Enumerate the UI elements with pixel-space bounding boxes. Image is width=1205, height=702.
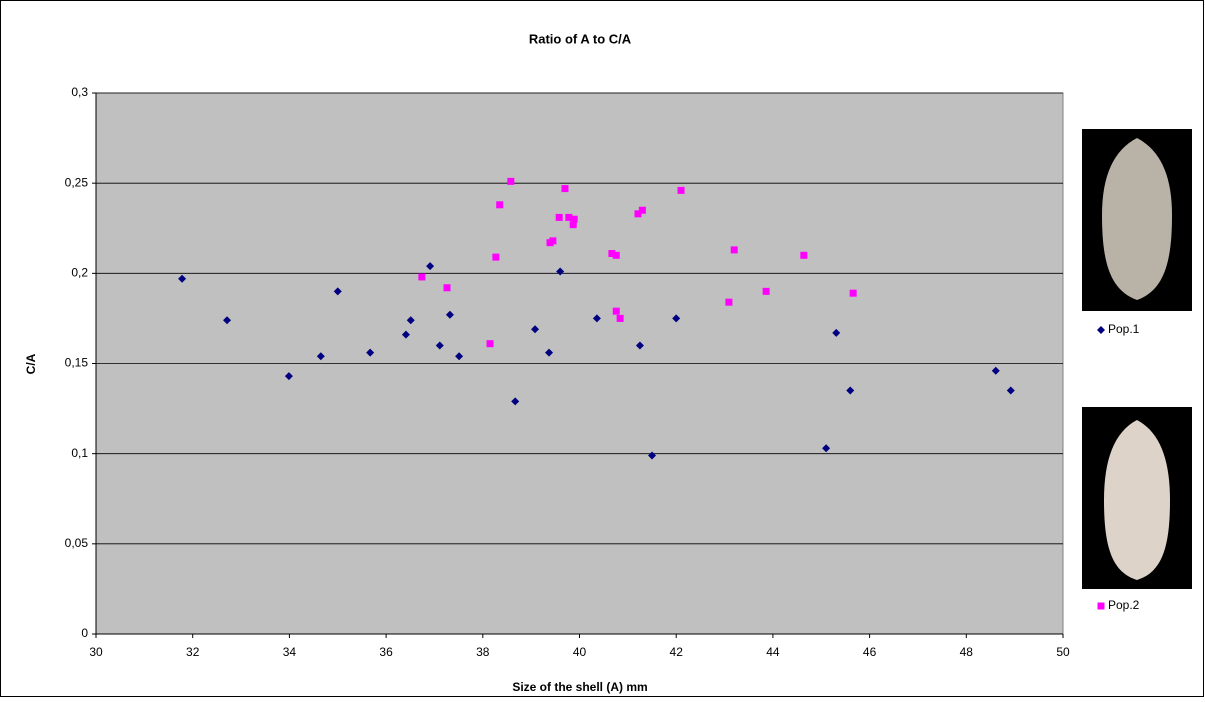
data-point (366, 348, 375, 357)
x-tick-label: 44 (766, 645, 780, 659)
legend-image-2 (1082, 407, 1192, 589)
x-tick-label: 50 (1056, 645, 1070, 659)
data-point (991, 366, 1000, 375)
x-tick-label: 38 (476, 645, 490, 659)
legend-marker (1097, 326, 1105, 334)
data-point (223, 316, 232, 325)
data-point (635, 341, 644, 350)
data-point (730, 246, 738, 254)
x-tick-label: 40 (573, 645, 587, 659)
data-point (762, 287, 770, 295)
legend-label: Pop.2 (1108, 598, 1140, 612)
data-point (555, 213, 563, 221)
data-point (545, 348, 554, 357)
data-point (672, 314, 681, 323)
legend-label: Pop.1 (1108, 322, 1140, 336)
data-point (486, 340, 494, 348)
chart-title: Ratio of A to C/A (529, 31, 632, 46)
data-point (638, 206, 646, 214)
data-point (849, 289, 857, 297)
y-tick-label: 0,2 (71, 266, 88, 280)
data-point (725, 298, 733, 306)
data-point (549, 237, 557, 245)
x-tick-label: 36 (379, 645, 393, 659)
data-point (443, 284, 451, 292)
x-tick-label: 46 (863, 645, 877, 659)
data-point (608, 249, 616, 257)
x-tick-label: 34 (283, 645, 297, 659)
data-point (426, 262, 435, 271)
data-point (418, 273, 426, 281)
data-point (492, 253, 500, 261)
data-point (435, 341, 444, 350)
data-point (556, 267, 565, 276)
data-point (677, 186, 685, 194)
data-point (284, 372, 293, 381)
data-point (832, 328, 841, 337)
legend-marker (1097, 602, 1105, 610)
data-point (561, 185, 569, 193)
data-point (401, 330, 410, 339)
data-point (455, 352, 464, 361)
legend-image-1 (1082, 129, 1192, 311)
data-point (592, 314, 601, 323)
y-tick-label: 0,1 (71, 446, 88, 460)
data-point (178, 274, 187, 283)
x-tick-label: 42 (670, 645, 684, 659)
data-point (822, 444, 831, 453)
x-tick-label: 30 (89, 645, 103, 659)
data-point (333, 287, 342, 296)
data-point (565, 213, 573, 221)
data-point (511, 397, 520, 406)
data-point (406, 316, 415, 325)
data-point (612, 251, 620, 259)
y-axis-label: C/A (24, 353, 38, 374)
data-point (507, 177, 515, 185)
y-tick-label: 0,05 (65, 536, 89, 550)
y-tick-label: 0,3 (71, 85, 88, 99)
data-point (648, 451, 657, 460)
data-point (316, 352, 325, 361)
data-point (569, 221, 577, 229)
x-axis-label: Size of the shell (A) mm (512, 680, 647, 694)
y-tick-label: 0,15 (65, 356, 89, 370)
y-tick-label: 0,25 (65, 175, 89, 189)
data-point (616, 314, 624, 322)
data-point (570, 215, 578, 223)
x-tick-label: 48 (960, 645, 974, 659)
data-point (846, 386, 855, 395)
data-point (800, 251, 808, 259)
data-point (496, 201, 504, 209)
x-tick-label: 32 (186, 645, 200, 659)
data-point (634, 210, 642, 218)
data-point (445, 310, 454, 319)
data-point (1006, 386, 1015, 395)
data-point (612, 307, 620, 315)
y-tick-label: 0 (81, 626, 88, 640)
data-point (531, 325, 540, 334)
